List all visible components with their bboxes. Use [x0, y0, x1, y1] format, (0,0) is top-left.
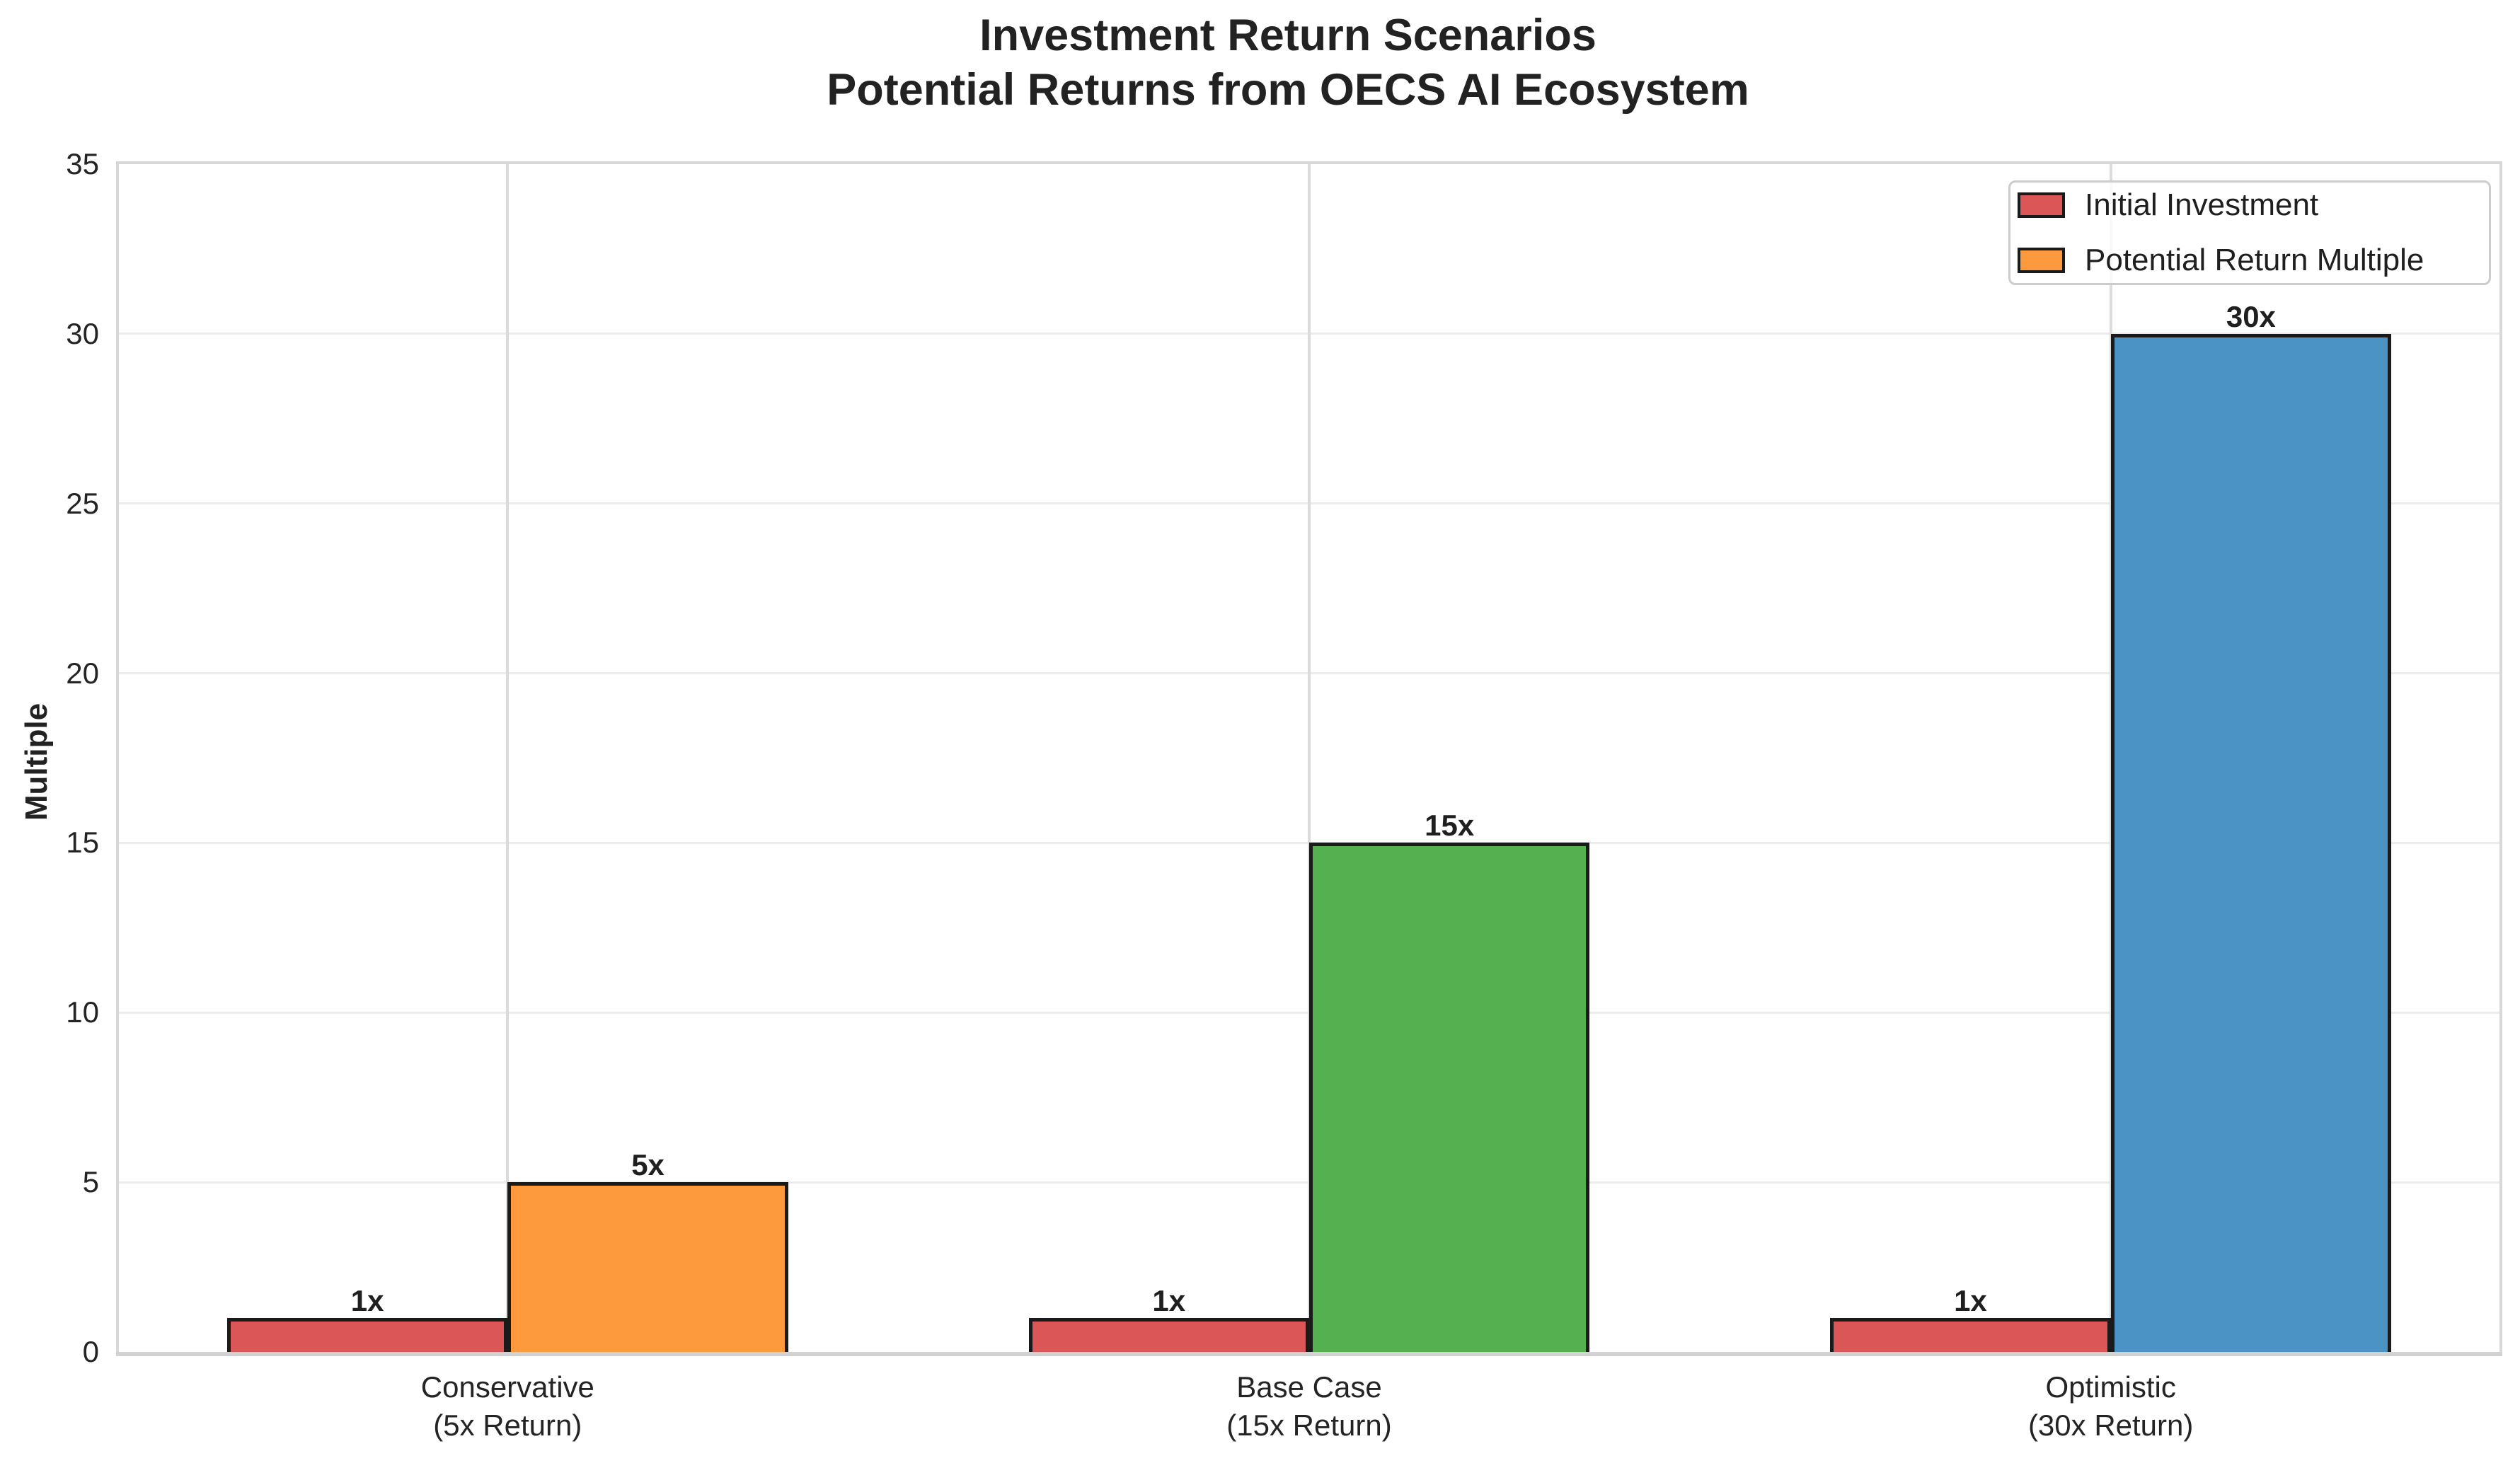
legend-swatch-icon [2018, 192, 2065, 218]
y-tick-label-0: 0 [82, 1335, 99, 1368]
y-tick-label-30: 30 [66, 316, 99, 350]
legend-label: Potential Return Multiple [2085, 243, 2424, 277]
chart-title-block: Investment Return Scenarios Potential Re… [98, 8, 2478, 117]
y-tick-label-25: 25 [66, 486, 99, 520]
chart-subtitle: Potential Returns from OECS AI Ecosystem [827, 65, 1749, 115]
legend: Initial Investment Potential Return Multi… [2008, 180, 2491, 285]
y-tick-label-10: 10 [66, 995, 99, 1029]
x-tick-line: Optimistic [2045, 1370, 2176, 1404]
x-tick-label-1: Base Case (15x Return) [1226, 1368, 1391, 1445]
bar-value-label-15x-1: 15x [1425, 809, 1475, 843]
bar-initial-investment-0 [226, 1318, 508, 1352]
bar-initial-investment-2 [1830, 1318, 2111, 1352]
x-tick-line: Conservative [420, 1370, 594, 1404]
legend-label: Initial Investment [2085, 187, 2319, 222]
x-axis-spine [116, 1352, 2502, 1356]
v-gridline-0 [506, 164, 510, 1352]
v-gridline-1 [1308, 164, 1311, 1352]
x-tick-line: (5x Return) [433, 1409, 582, 1442]
y-tick-label-20: 20 [66, 656, 99, 690]
legend-row-0: Initial Investment [2018, 187, 2489, 223]
bar-return-multiple-2 [2110, 333, 2392, 1352]
chart-title: Investment Return Scenarios [979, 11, 1596, 60]
bar-return-multiple-0 [507, 1182, 788, 1352]
bar-return-multiple-1 [1309, 843, 1590, 1352]
x-tick-line: (15x Return) [1226, 1409, 1392, 1442]
bar-initial-investment-1 [1028, 1318, 1309, 1352]
y-tick-label-35: 35 [66, 147, 99, 180]
x-tick-line: Base Case [1236, 1370, 1382, 1404]
bar-value-label-1x-0: 1x [350, 1284, 384, 1318]
legend-swatch-icon [2018, 248, 2065, 273]
legend-row-1: Potential Return Multiple [2018, 243, 2489, 278]
x-tick-label-0: Conservative (5x Return) [421, 1368, 594, 1445]
y-tick-label-5: 5 [82, 1165, 99, 1199]
bar-value-label-30x-2: 30x [2226, 299, 2276, 333]
bar-value-label-1x-2: 1x [1954, 1284, 1987, 1318]
y-axis-label: Multiple [19, 702, 54, 821]
bar-value-label-5x-0: 5x [631, 1148, 664, 1182]
bar-value-label-1x-1: 1x [1152, 1284, 1186, 1318]
y-tick-label-15: 15 [66, 826, 99, 860]
x-tick-line: (30x Return) [2027, 1409, 2194, 1442]
x-tick-label-2: Optimistic (30x Return) [2028, 1368, 2193, 1445]
